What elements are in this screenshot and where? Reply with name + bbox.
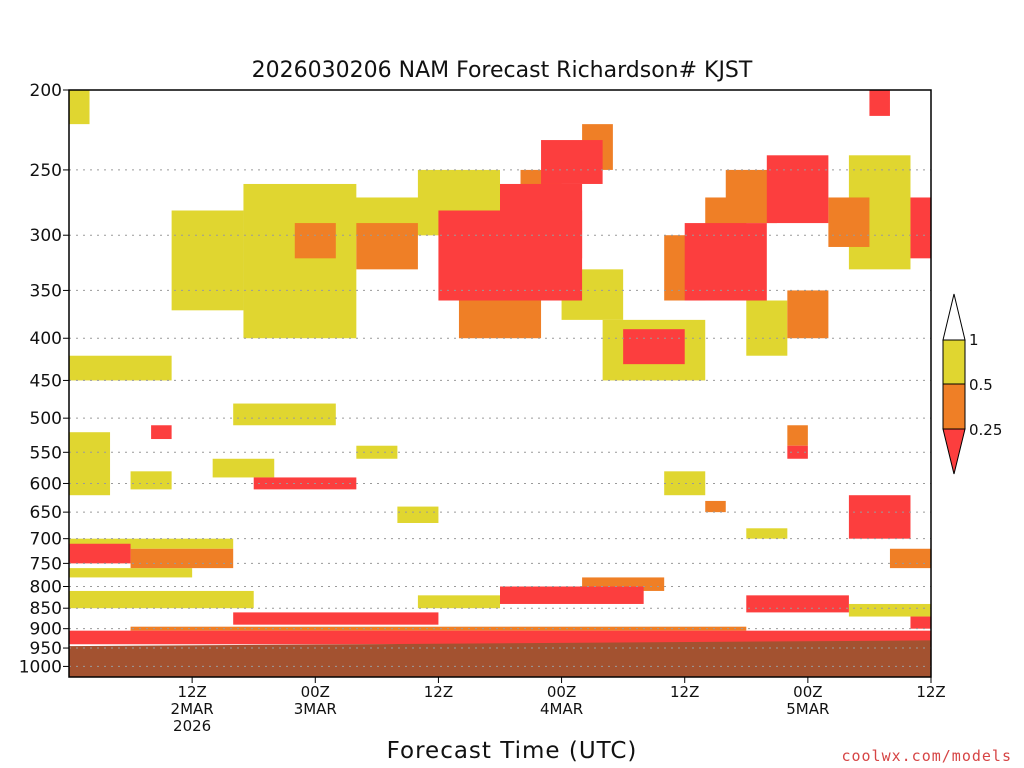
- ri-region-low: [910, 197, 931, 259]
- ri-region-low: [623, 329, 685, 365]
- y-tick-label: 650: [30, 503, 62, 523]
- ri-region-low: [151, 425, 172, 440]
- x-tick-label: 3MAR: [294, 700, 337, 718]
- ri-region-high: [69, 355, 172, 381]
- ri-region-low: [848, 495, 911, 539]
- ri-region-low: [910, 616, 931, 629]
- credit-text[interactable]: coolwx.com/models: [841, 747, 1012, 765]
- ri-region-high: [69, 538, 234, 549]
- y-tick-label: 600: [30, 474, 62, 494]
- ri-region-high: [69, 90, 90, 125]
- legend-level-label: 1: [969, 331, 979, 349]
- ri-region-high: [212, 458, 275, 478]
- ri-region-mid: [705, 500, 726, 513]
- y-tick-label: 700: [30, 530, 62, 550]
- ri-region-low: [69, 543, 131, 564]
- legend-swatch-above-1: [942, 293, 966, 341]
- ri-region-low: [500, 586, 644, 604]
- y-tick-label: 200: [30, 81, 62, 101]
- legend-level-label: 0.5: [969, 376, 993, 394]
- ri-region-high: [233, 403, 336, 426]
- legend-swatch-0.25-0.5: [942, 383, 966, 430]
- legend-swatch-0.5-1: [942, 339, 966, 385]
- ri-region-mid: [130, 626, 747, 631]
- ri-region-mid: [787, 425, 808, 446]
- x-axis-label: Forecast Time (UTC): [387, 738, 638, 764]
- ri-region-low: [253, 477, 357, 490]
- x-tick-label: 12Z: [916, 683, 945, 701]
- y-tick-label: 500: [30, 409, 62, 429]
- plot-area: [69, 90, 931, 677]
- plot-frame: [68, 89, 932, 678]
- x-tick-label: 00Z: [793, 683, 822, 701]
- legend-level-label: 0.25: [969, 421, 1002, 439]
- ri-region-mid: [294, 223, 336, 259]
- ri-region-high: [746, 528, 788, 539]
- ri-region-low: [541, 140, 603, 184]
- ri-region-high: [171, 210, 244, 311]
- ri-region-low: [766, 155, 829, 224]
- y-axis: 200 250 300 350 400 450 500 550 600 650 700 750 8008…: [19, 81, 69, 677]
- ri-region-mid: [356, 223, 418, 270]
- ri-region-mid: [787, 290, 829, 339]
- ri-region-high: [69, 590, 254, 609]
- x-tick-label: 2MAR: [171, 700, 214, 718]
- y-tick-label: 350: [30, 281, 62, 301]
- y-tick-label: 550: [30, 443, 62, 463]
- ri-region-high: [417, 595, 500, 609]
- y-tick-label: 750: [30, 554, 62, 574]
- x-tick-label: 12Z: [424, 683, 453, 701]
- legend-swatch-below-0.25: [942, 428, 966, 475]
- ri-region-low: [69, 630, 931, 645]
- y-tick-label: 900: [30, 620, 62, 640]
- y-tick-label: 450: [30, 371, 62, 391]
- y-tick-label: 250: [30, 161, 62, 181]
- ri-region-low: [233, 612, 439, 625]
- x-tick-label: 12Z: [670, 683, 699, 701]
- y-tick-label: 400: [30, 329, 62, 349]
- ground-area: [69, 640, 931, 677]
- x-tick-label: 2026: [173, 717, 211, 735]
- ri-region-high: [664, 471, 706, 496]
- ri-region-high: [848, 603, 931, 617]
- chart-title: 2026030206 NAM Forecast Richardson# KJST: [252, 58, 753, 83]
- ri-region-low: [869, 90, 890, 116]
- ri-region-high: [130, 471, 172, 490]
- ri-region-low: [500, 183, 583, 259]
- x-tick-label: 12Z: [177, 683, 206, 701]
- y-tick-label: 1000: [19, 657, 62, 677]
- x-tick-label: 00Z: [547, 683, 576, 701]
- ri-region-high: [69, 568, 193, 578]
- y-tick-label: 950: [30, 639, 62, 659]
- ri-region-mid: [828, 197, 870, 247]
- x-tick-label: 5MAR: [786, 700, 829, 718]
- ri-region-low: [684, 223, 767, 301]
- ri-region-high: [69, 432, 111, 496]
- y-tick-label: 800: [30, 577, 62, 597]
- x-tick-label: 00Z: [301, 683, 330, 701]
- colorbar-legend: 1 0.5 0.25: [942, 293, 1002, 475]
- ri-region-high: [746, 300, 788, 356]
- y-tick-label: 300: [30, 226, 62, 246]
- ri-region-mid: [889, 548, 931, 569]
- ri-region-mid: [130, 548, 234, 569]
- x-tick-label: 4MAR: [540, 700, 583, 718]
- ri-region-low: [746, 595, 849, 613]
- y-tick-label: 850: [30, 599, 62, 619]
- ri-region-high: [397, 506, 439, 523]
- ri-region-high: [356, 445, 398, 459]
